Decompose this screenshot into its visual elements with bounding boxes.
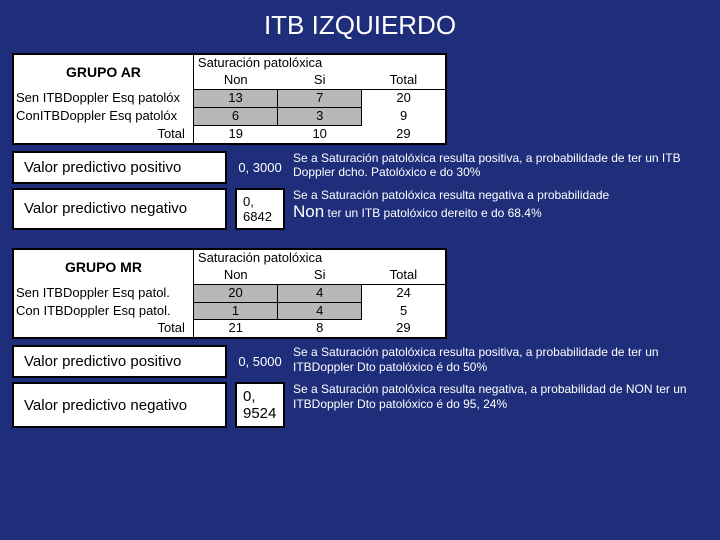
vpn-non-text: Non (293, 202, 324, 221)
vpn-text: Se a Saturación patolóxica resulta negat… (293, 382, 708, 428)
vpn-value: 0, 6842 (235, 188, 285, 230)
vpn-value: 0, 9524 (235, 382, 285, 428)
vpn-text-line2: ter un ITB patolóxico dereito e do 68.4% (324, 206, 541, 220)
cell-si: 4 (278, 284, 362, 302)
row-label: ConITBDoppler Esq patolóx (13, 107, 193, 125)
vpn-text-line1: Se a Saturación patolóxica resulta negat… (293, 188, 609, 202)
cell-non: 13 (193, 89, 277, 107)
vpp-row: Valor predictivo positivo 0, 5000 Se a S… (12, 345, 708, 378)
total-label: Total (13, 320, 193, 338)
page-title: ITB IZQUIERDO (0, 0, 720, 53)
content-area: GRUPO AR Saturación patolóxica Non Si To… (0, 53, 720, 428)
vpn-row: Valor predictivo negativo 0, 9524 Se a S… (12, 382, 708, 428)
cell-total: 20 (362, 89, 446, 107)
group-mr-table: GRUPO MR Saturación patolóxica Non Si To… (12, 248, 447, 340)
vpp-text: Se a Saturación patolóxica resulta posit… (293, 151, 708, 184)
vpp-value: 0, 3000 (235, 151, 285, 184)
tot-non: 19 (193, 125, 277, 143)
row-label: Con ITBDoppler Esq patol. (13, 302, 193, 320)
group-mr-section: GRUPO MR Saturación patolóxica Non Si To… (12, 248, 708, 429)
group-ar-table: GRUPO AR Saturación patolóxica Non Si To… (12, 53, 447, 145)
tot-total: 29 (362, 125, 446, 143)
cell-si: 7 (278, 89, 362, 107)
vpn-label: Valor predictivo negativo (12, 382, 227, 428)
vpn-row: Valor predictivo negativo 0, 6842 Se a S… (12, 188, 708, 230)
cell-non: 6 (193, 107, 277, 125)
col-si: Si (278, 267, 362, 284)
col-total: Total (362, 72, 446, 89)
col-total: Total (362, 267, 446, 284)
sat-header: Saturación patolóxica (193, 249, 361, 267)
vpp-row: Valor predictivo positivo 0, 3000 Se a S… (12, 151, 708, 184)
col-non: Non (193, 267, 277, 284)
blank-hdr (362, 54, 446, 72)
tot-non: 21 (193, 320, 277, 338)
row-label: Sen ITBDoppler Esq patolóx (13, 89, 193, 107)
cell-total: 9 (362, 107, 446, 125)
tot-si: 10 (278, 125, 362, 143)
cell-non: 1 (193, 302, 277, 320)
tot-total: 29 (362, 320, 446, 338)
col-si: Si (278, 72, 362, 89)
col-non: Non (193, 72, 277, 89)
cell-si: 4 (278, 302, 362, 320)
cell-total: 5 (362, 302, 446, 320)
cell-si: 3 (278, 107, 362, 125)
cell-total: 24 (362, 284, 446, 302)
vpp-text: Se a Saturación patolóxica resulta posit… (293, 345, 708, 378)
vpn-text: Se a Saturación patolóxica resulta negat… (293, 188, 708, 230)
group-mr-name: GRUPO MR (13, 249, 193, 284)
vpp-label: Valor predictivo positivo (12, 345, 227, 378)
vpp-label: Valor predictivo positivo (12, 151, 227, 184)
tot-si: 8 (278, 320, 362, 338)
vpp-value: 0, 5000 (235, 345, 285, 378)
total-label: Total (13, 125, 193, 143)
group-ar-section: GRUPO AR Saturación patolóxica Non Si To… (12, 53, 708, 230)
group-ar-name: GRUPO AR (13, 54, 193, 89)
cell-non: 20 (193, 284, 277, 302)
sat-header: Saturación patolóxica (193, 54, 361, 72)
vpn-label: Valor predictivo negativo (12, 188, 227, 230)
blank-hdr (362, 249, 446, 267)
row-label: Sen ITBDoppler Esq patol. (13, 284, 193, 302)
